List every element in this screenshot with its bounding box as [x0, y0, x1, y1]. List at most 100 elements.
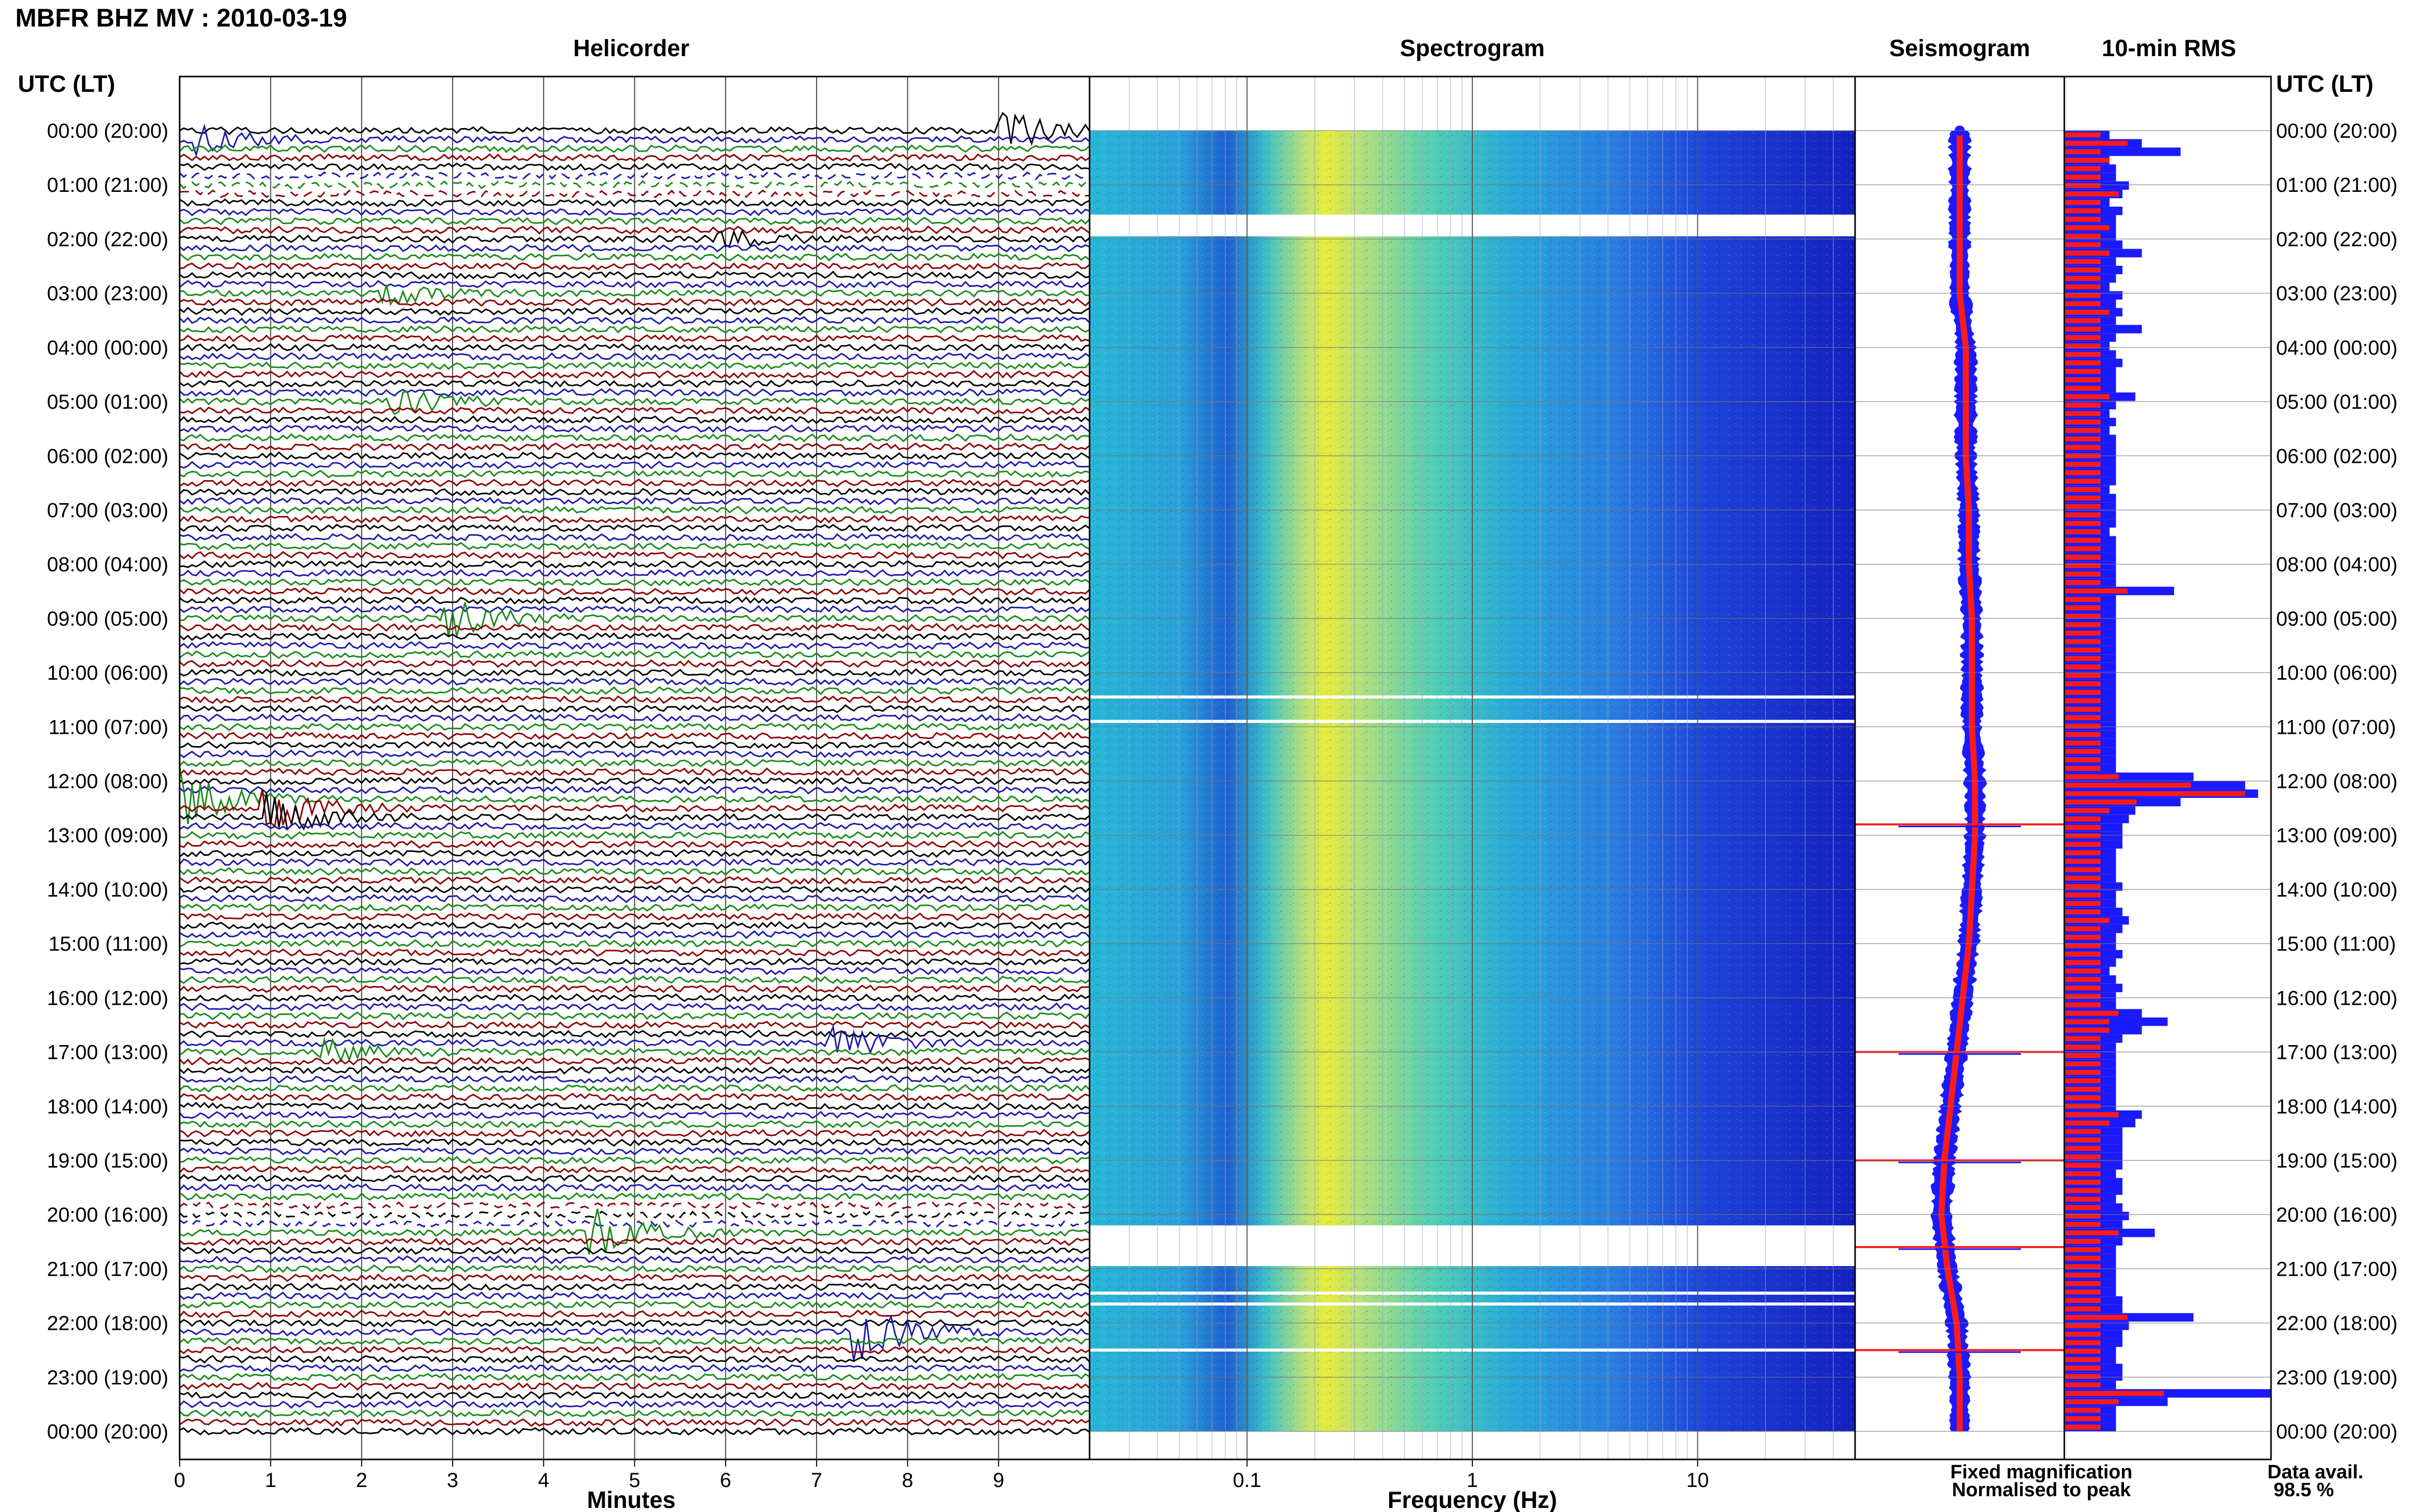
rms-panel — [2064, 131, 2271, 1431]
rms-bar-normalised — [2064, 689, 2101, 695]
data-availability-label: Data avail. — [2267, 1461, 2363, 1483]
time-label-left: 09:00 (05:00) — [47, 608, 168, 630]
helicorder-trace — [179, 921, 1090, 930]
rms-bar-normalised — [2064, 1036, 2101, 1042]
helicorder-trace — [179, 650, 1090, 659]
utc-label-right: UTC (LT) — [2276, 70, 2374, 97]
helicorder-trace — [179, 270, 1090, 280]
time-label-right: 08:00 (04:00) — [2276, 554, 2398, 576]
helicorder-trace — [179, 788, 1090, 828]
helicorder-trace — [179, 975, 1090, 984]
time-label-left: 08:00 (04:00) — [47, 554, 168, 576]
helicorder-trace — [179, 966, 1090, 976]
helicorder-trace — [179, 505, 1090, 515]
helicorder-trace — [179, 229, 1091, 247]
time-label-right: 00:00 (20:00) — [2276, 1421, 2398, 1443]
helicorder-trace — [179, 713, 1090, 723]
rms-bar-normalised — [2064, 1340, 2101, 1346]
rms-bar-normalised — [2064, 461, 2101, 467]
rms-bar-normalised — [2064, 377, 2101, 383]
time-label-right: 09:00 (05:00) — [2276, 608, 2398, 630]
helicorder-trace — [179, 776, 1090, 786]
time-label-right: 16:00 (12:00) — [2276, 987, 2398, 1009]
helicorder-trace — [179, 1273, 1091, 1282]
helicorder-trace — [179, 1314, 1090, 1361]
rms-bar-normalised — [2064, 1399, 2119, 1405]
rms-bar-normalised — [2064, 782, 2191, 788]
rms-bar-normalised — [2064, 327, 2101, 332]
rms-bar-normalised — [2064, 1002, 2101, 1008]
helicorder-trace — [179, 390, 1090, 415]
time-label-left: 17:00 (13:00) — [47, 1042, 168, 1064]
helicorder-trace — [179, 596, 1090, 605]
rms-bar-normalised — [2064, 309, 2110, 315]
rms-bar-normalised — [2064, 360, 2101, 366]
helicorder-trace — [179, 1381, 1090, 1391]
helicorder-trace — [179, 469, 1090, 479]
time-label-right: 06:00 (02:00) — [2276, 445, 2398, 467]
rms-bar-normalised — [2064, 1272, 2101, 1278]
helicorder-trace — [179, 153, 1090, 162]
rms-bar-normalised — [2064, 985, 2101, 990]
helicorder-trace — [179, 451, 1090, 460]
rms-bar-normalised — [2064, 436, 2101, 442]
rms-bar-normalised — [2064, 216, 2101, 222]
time-label-right: 10:00 (06:00) — [2276, 662, 2398, 684]
helicorder-trace — [179, 1300, 1090, 1309]
helicorder-trace — [179, 1011, 1091, 1021]
rms-bar-normalised — [2064, 259, 2101, 264]
helicorder-trace — [179, 1192, 1090, 1201]
rms-bar-normalised — [2064, 419, 2101, 425]
time-label-right: 02:00 (22:00) — [2276, 228, 2398, 251]
rms-bar-normalised — [2064, 858, 2101, 864]
helicorder-trace — [179, 1120, 1090, 1129]
rms-bar-normalised — [2064, 301, 2101, 307]
rms-bar-normalised — [2064, 892, 2101, 898]
rms-bar-normalised — [2064, 706, 2101, 712]
minute-tick-label: 2 — [356, 1469, 367, 1492]
helicorder-trace — [179, 406, 1090, 415]
helicorder-trace — [179, 1201, 1090, 1210]
rms-bar-normalised — [2064, 1298, 2101, 1303]
rms-bar-normalised — [2064, 884, 2101, 889]
rms-bar-normalised — [2064, 1238, 2101, 1244]
rms-bar-normalised — [2064, 960, 2101, 965]
rms-bar-normalised — [2064, 335, 2101, 340]
time-label-right: 19:00 (15:00) — [2276, 1150, 2398, 1172]
rms-bar-normalised — [2064, 1078, 2101, 1084]
helicorder-trace — [179, 1427, 1090, 1436]
helicorder-trace — [179, 677, 1090, 686]
minutes-axis-label: Minutes — [587, 1486, 676, 1512]
rms-bar-normalised — [2064, 774, 2119, 780]
rms-bar-normalised — [2064, 1323, 2101, 1329]
helicorder-trace — [179, 198, 1090, 208]
rms-bar-normalised — [2064, 470, 2101, 476]
rms-bar-normalised — [2064, 1053, 2101, 1058]
helicorder-trace — [179, 1364, 1090, 1373]
rms-bar-normalised — [2064, 833, 2101, 839]
rms-bar-normalised — [2064, 166, 2101, 171]
rms-bar-normalised — [2064, 478, 2101, 484]
rms-bar-normalised — [2064, 656, 2101, 661]
helicorder-trace — [179, 930, 1091, 939]
page-title: MBFR BHZ MV : 2010-03-19 — [15, 4, 347, 32]
helicorder-trace — [179, 352, 1090, 361]
rms-bar-normalised — [2064, 740, 2101, 746]
rms-bar-normalised — [2064, 943, 2101, 949]
rms-bar-normalised — [2064, 1315, 2128, 1320]
helicorder-trace — [179, 1219, 1090, 1228]
rms-bar-normalised — [2064, 850, 2101, 856]
rms-bar-normalised — [2064, 901, 2101, 906]
rms-bar-normalised — [2064, 242, 2101, 247]
helicorder-trace — [179, 514, 1090, 524]
rms-bar-normalised — [2064, 1281, 2101, 1286]
rms-bar-normalised — [2064, 909, 2101, 915]
time-label-right: 22:00 (18:00) — [2276, 1312, 2398, 1335]
rms-bar-normalised — [2064, 613, 2101, 619]
helicorder-trace — [179, 1391, 1090, 1400]
helicorder-trace — [179, 1164, 1090, 1174]
helicorder-trace — [179, 587, 1091, 596]
time-label-left: 14:00 (10:00) — [47, 879, 168, 901]
minute-tick-label: 6 — [720, 1469, 731, 1492]
helicorder-trace — [179, 722, 1090, 732]
